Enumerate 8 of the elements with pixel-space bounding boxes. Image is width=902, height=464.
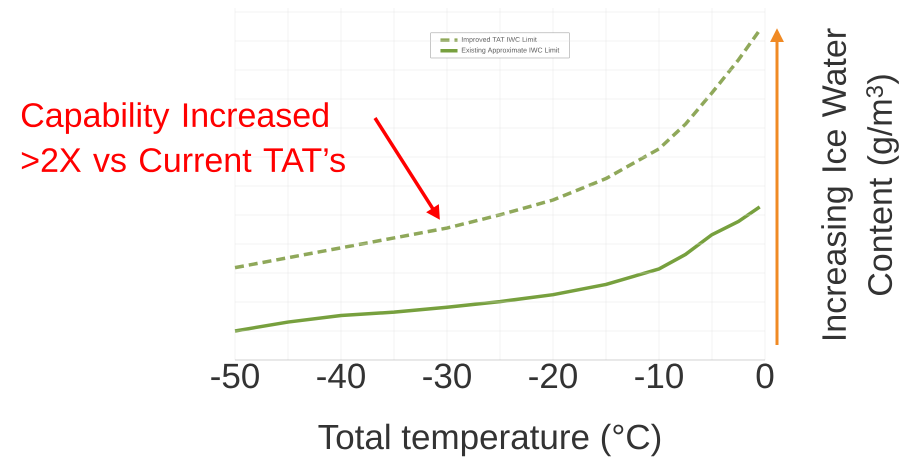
x-tick-label: -40 <box>317 364 365 388</box>
x-tick-label: -20 <box>529 364 577 388</box>
annotation: Capability Increased >2X vs Current TAT’s <box>22 102 345 172</box>
x-tick-label: -50 <box>211 364 259 388</box>
x-tick-label: -30 <box>423 364 471 388</box>
x-tick-label: -10 <box>635 364 683 388</box>
x-axis-title: Total temperature (°C) <box>318 424 660 456</box>
x-tick-label: 0 <box>756 364 774 388</box>
